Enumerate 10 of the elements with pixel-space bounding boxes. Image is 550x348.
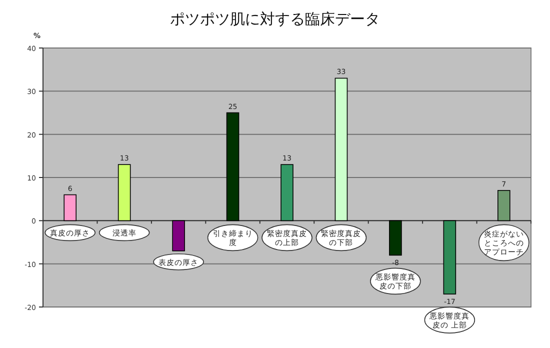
bar bbox=[443, 220, 456, 294]
bar bbox=[334, 78, 348, 222]
chart-title: ポツポツ肌に対する臨床データ bbox=[170, 10, 380, 28]
bar bbox=[172, 220, 185, 252]
bar bbox=[280, 164, 294, 222]
bar bbox=[497, 190, 510, 222]
bar bbox=[226, 112, 240, 222]
bar bbox=[118, 164, 131, 222]
bar bbox=[389, 220, 402, 256]
bar bbox=[64, 194, 77, 222]
